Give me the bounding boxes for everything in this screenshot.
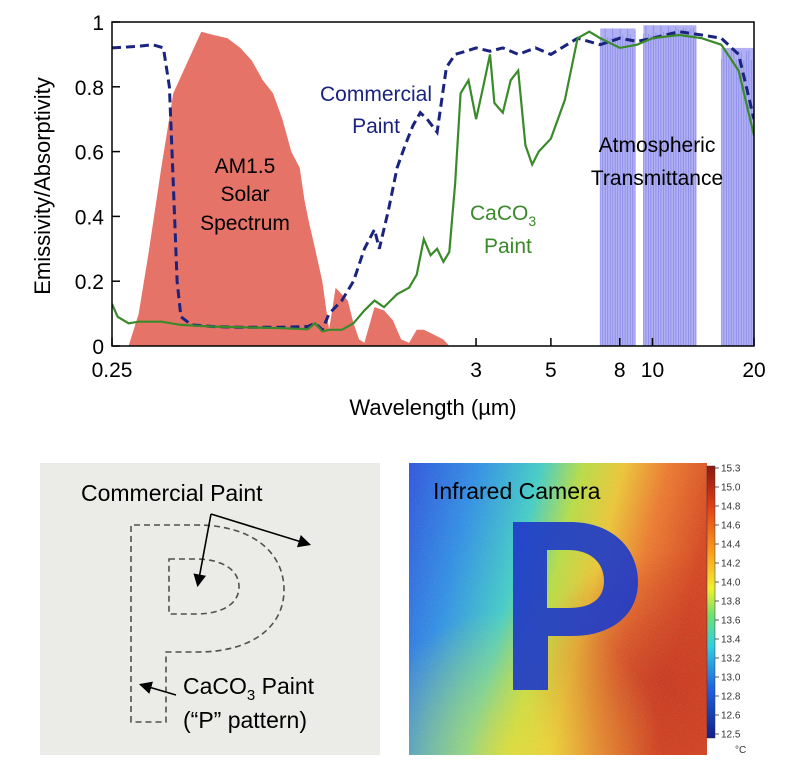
colorbar-tick-label: 15.3	[721, 464, 741, 475]
ir-panel: Infrared Camera 15.3 15.0 14.8 14.6 14.4 14.2…	[409, 463, 746, 756]
p-outline	[130, 524, 285, 723]
x-axis-ticks: 0.25 3 5 8 10 20	[92, 338, 766, 382]
y-axis-ticks: 0 0.2 0.4 0.6 0.8 1	[75, 12, 120, 359]
photo-label-pattern: (“P” pattern)	[183, 707, 307, 733]
colorbar-tick-label: 14.6	[721, 521, 741, 532]
plot-frame	[111, 21, 755, 347]
commercial-annotation: Commercial Paint	[320, 83, 432, 138]
solar-annotation: AM1.5 Solar Spectrum	[200, 155, 290, 235]
colorbar-tick-label: 15.0	[721, 483, 741, 494]
y-tick-label: 0.8	[75, 77, 104, 100]
colorbar-tick-label: 13.8	[721, 597, 741, 608]
atmos-annotation: Atmospheric Transmittance	[591, 134, 723, 190]
colorbar-unit: °C	[735, 745, 746, 756]
caco3-annotation: CaCO3 Paint	[470, 202, 536, 258]
caco3-paint-line	[112, 30, 754, 333]
ir-title: Infrared Camera	[433, 478, 601, 504]
commercial-label-line-1: Commercial	[320, 83, 432, 106]
x-tick-label: 10	[641, 359, 664, 382]
colorbar-tick-label: 13.4	[721, 635, 741, 646]
colorbar-ticks: 15.3 15.0 14.8 14.6 14.4 14.2 14.0 13.8 13.6 13.4…	[715, 464, 741, 741]
caco3-label-line-1: CaCO3	[470, 202, 536, 229]
colorbar-tick-label: 14.0	[721, 578, 741, 589]
colorbar-tick-label: 13.0	[721, 673, 741, 684]
y-tick-label: 0.2	[75, 271, 104, 294]
colorbar	[706, 465, 716, 739]
arrow-to-p-stem	[138, 681, 177, 696]
y-tick-label: 1	[92, 12, 104, 35]
colorbar-tick-label: 13.6	[721, 616, 741, 627]
colorbar-tick-label: 14.8	[721, 502, 741, 513]
solar-label-line-2: Solar	[220, 183, 269, 206]
solar-spectrum-area	[128, 31, 450, 346]
colorbar-tick-label: 13.2	[721, 654, 741, 665]
arrow-to-inner	[193, 513, 212, 588]
photo-panel: Commercial Paint CaCO3 Paint (“P” patter…	[40, 463, 380, 755]
atmos-band-0	[600, 28, 636, 346]
x-tick-label: 20	[742, 359, 765, 382]
y-tick-label: 0.6	[75, 142, 104, 165]
colorbar-tick-label: 14.2	[721, 559, 741, 570]
colorbar-tick-label: 12.5	[721, 730, 741, 741]
plot-area	[112, 25, 754, 346]
atmos-label-line-1: Atmospheric	[599, 134, 716, 157]
colorbar-tick-label: 12.8	[721, 692, 741, 703]
x-tick-label: 8	[614, 359, 626, 382]
x-tick-label: 0.25	[92, 359, 133, 382]
colorbar-tick-label: 12.6	[721, 711, 741, 722]
caco3-label-line-2: Paint	[484, 235, 532, 258]
arrow-to-outer	[210, 513, 312, 548]
colorbar-tick-label: 14.4	[721, 540, 741, 551]
atmos-band-2	[721, 47, 754, 346]
solar-label-line-1: AM1.5	[215, 155, 276, 178]
x-axis-label: Wavelength (µm)	[349, 395, 516, 420]
x-tick-label: 3	[470, 359, 482, 382]
commercial-label-line-2: Paint	[352, 115, 400, 138]
photo-label-commercial: Commercial Paint	[81, 480, 263, 506]
solar-label-line-3: Spectrum	[200, 212, 290, 235]
y-tick-label: 0.4	[75, 206, 105, 229]
atmos-band-1	[643, 25, 697, 346]
atmospheric-transmittance-bands	[599, 25, 754, 346]
photo-background	[40, 463, 380, 755]
photo-label-caco3: CaCO3 Paint	[183, 673, 315, 704]
p-inner-outline	[168, 558, 240, 615]
ir-p-shape	[513, 522, 638, 690]
p-outer-outline	[130, 524, 285, 723]
x-tick-label: 5	[545, 359, 557, 382]
spectrum-chart: 0.25 3 5 8 10 20 0 0.2 0.4 0.6 0.8 1 Wavelength (µ…	[30, 12, 766, 420]
y-tick-label: 0	[92, 336, 104, 359]
atmos-label-line-2: Transmittance	[591, 167, 723, 190]
y-axis-label: Emissivity/Absorptivity	[30, 77, 55, 295]
